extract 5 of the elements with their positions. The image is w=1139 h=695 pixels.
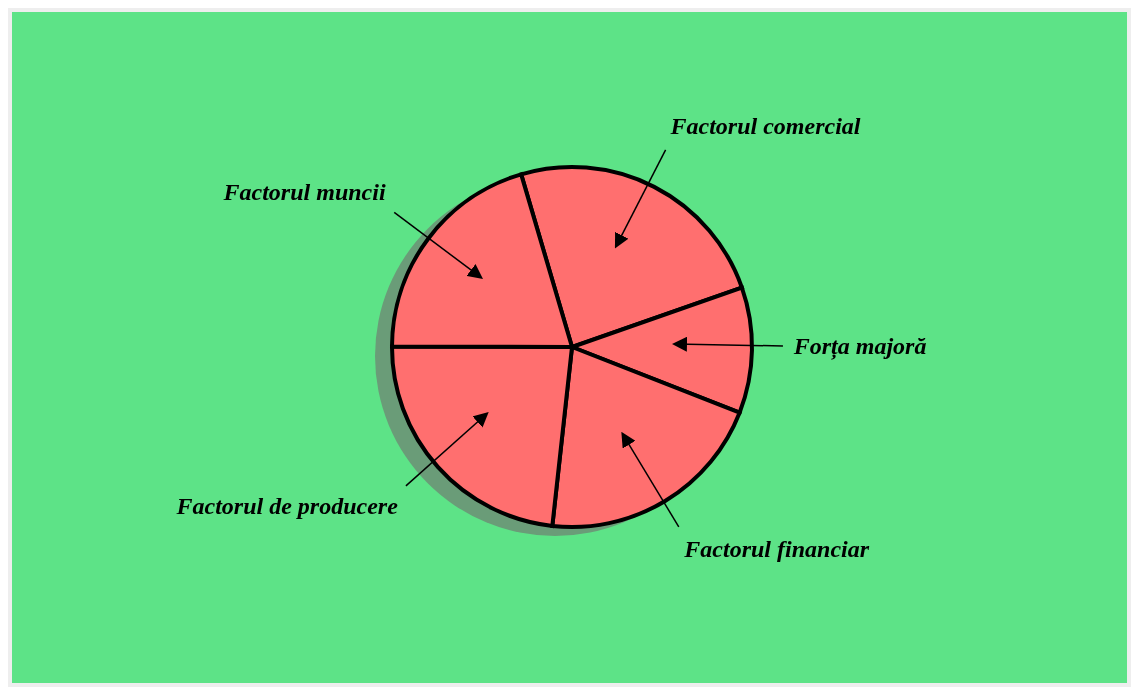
slice-label: Forța majoră — [793, 333, 927, 361]
slice-label: Factorul de producere — [176, 493, 398, 521]
slice-label: Factorul comercial — [670, 113, 861, 141]
slice-label: Factorul financiar — [684, 536, 870, 564]
slice-label: Factorul muncii — [223, 178, 386, 206]
